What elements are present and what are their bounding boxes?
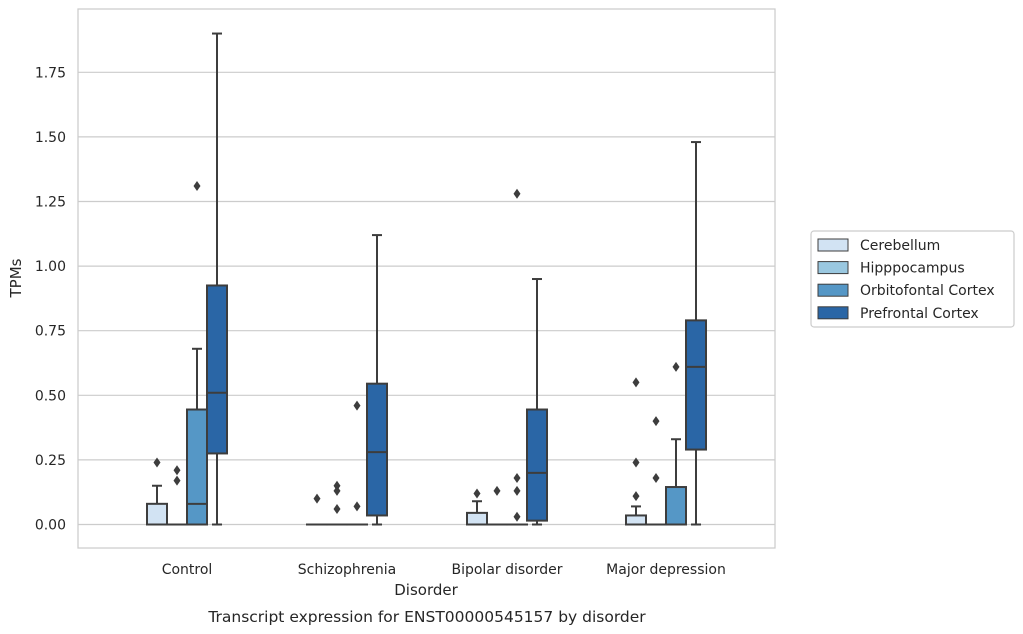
legend-swatch <box>817 261 849 275</box>
box-iqr <box>366 382 388 517</box>
x-tick-label: Control <box>162 562 213 578</box>
box-cerebellum <box>146 457 168 526</box>
outlier-point <box>333 485 341 496</box>
legend-swatch <box>817 238 849 252</box>
y-tick-label: 0.50 <box>35 388 66 404</box>
legend-label: Prefrontal Cortex <box>860 306 979 322</box>
outlier-point <box>513 485 521 496</box>
y-tick-label: 1.25 <box>35 195 66 211</box>
x-axis-label: Disorder <box>394 581 458 599</box>
y-tick-label: 0.00 <box>35 518 66 534</box>
box-orbitofontal-cortex <box>506 188 528 526</box>
outlier-point <box>353 400 361 411</box>
legend-label: Hipppocampus <box>860 261 965 277</box>
legend-swatch <box>817 306 849 320</box>
box-orbitofontal-cortex <box>346 400 368 526</box>
outlier-point <box>333 503 341 514</box>
outlier-point <box>193 180 201 191</box>
outlier-point <box>632 457 640 468</box>
box-iqr <box>466 511 488 526</box>
chart-caption: Transcript expression for ENST0000054515… <box>207 608 646 626</box>
outlier-point <box>173 465 181 476</box>
box-iqr <box>186 408 208 526</box>
x-tick-label: Major depression <box>606 562 726 578</box>
box-cerebellum <box>625 377 647 526</box>
box-iqr <box>665 486 687 526</box>
y-tick-label: 0.75 <box>35 324 66 340</box>
x-tick-label: Schizophrenia <box>298 562 396 578</box>
legend-frame <box>810 230 1015 328</box>
y-tick-label: 1.00 <box>35 259 66 275</box>
box-orbitofontal-cortex <box>186 180 208 526</box>
box-hipppocampus <box>166 465 188 526</box>
box-iqr <box>625 514 647 526</box>
box-iqr <box>526 408 548 522</box>
legend: Cerebellum Hipppocampus Orbitofontal Corte… <box>810 230 1015 328</box>
outlier-point <box>513 188 521 199</box>
outlier-point <box>672 361 680 372</box>
box-orbitofontal-cortex <box>665 361 687 526</box>
y-tick-label: 1.50 <box>35 130 66 146</box>
box-iqr <box>206 284 228 455</box>
box-prefrontal-cortex <box>685 141 707 526</box>
outlier-point <box>513 472 521 483</box>
outlier-point <box>353 501 361 512</box>
outlier-point <box>513 511 521 522</box>
box-groups <box>146 32 707 526</box>
x-tick-labels: Control Schizophrenia Bipolar disorder Majo… <box>162 562 726 578</box>
y-tick-labels: 0.00 0.25 0.50 0.75 1.00 1.25 1.50 1.75 <box>35 65 66 533</box>
y-tick-label: 0.25 <box>35 453 66 469</box>
box-iqr <box>146 502 168 526</box>
y-tick-label: 1.75 <box>35 65 66 81</box>
box-cerebellum <box>466 488 488 526</box>
legend-label: Cerebellum <box>860 238 940 254</box>
plot-frame <box>77 8 776 549</box>
x-tick-label: Bipolar disorder <box>451 562 562 578</box>
outlier-point <box>313 493 321 504</box>
y-axis-label: TPMs <box>7 258 25 298</box>
outlier-point <box>652 416 660 427</box>
outlier-point <box>173 475 181 486</box>
outlier-point <box>493 485 501 496</box>
box-prefrontal-cortex <box>206 32 228 526</box>
outlier-point <box>153 457 161 468</box>
box-hipppocampus <box>645 416 667 526</box>
outlier-point <box>632 491 640 502</box>
outlier-point <box>632 377 640 388</box>
outlier-point <box>473 488 481 499</box>
legend-label: Orbitofontal Cortex <box>860 283 995 299</box>
legend-swatch <box>817 283 849 297</box>
outlier-point <box>333 480 341 491</box>
box-prefrontal-cortex <box>526 278 548 526</box>
box-iqr <box>685 319 707 451</box>
box-prefrontal-cortex <box>366 234 388 526</box>
outlier-point <box>652 472 660 483</box>
